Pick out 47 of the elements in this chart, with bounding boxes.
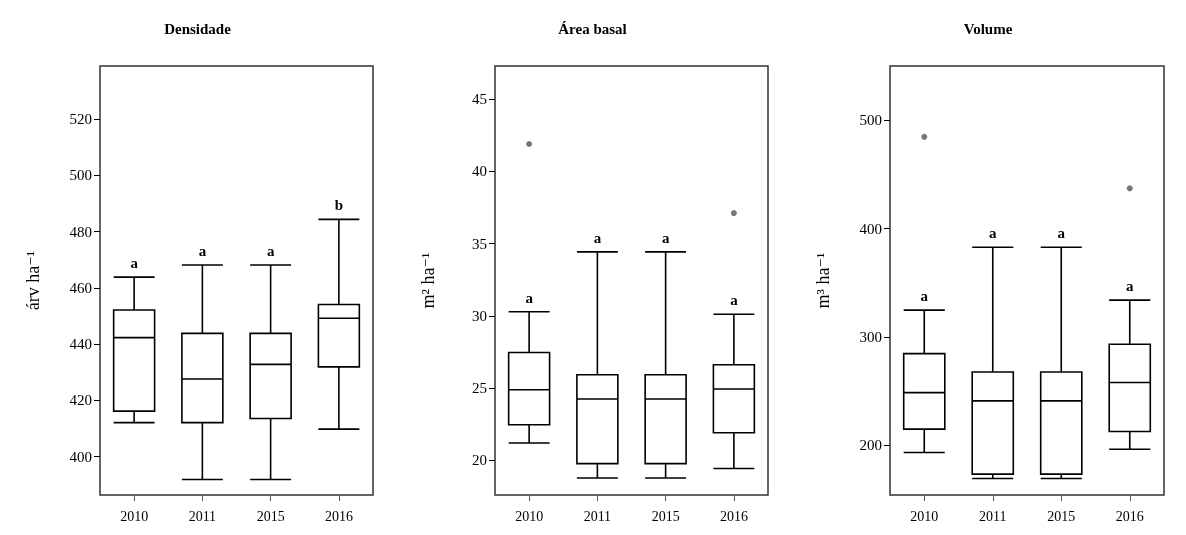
- y-axis-title: árv ha⁻¹: [23, 250, 43, 311]
- y-tick-label: 400: [859, 220, 882, 237]
- annotation: a: [920, 288, 929, 305]
- y-tick-label: 460: [69, 279, 92, 296]
- annotation: a: [525, 289, 534, 306]
- x-tick-label: 2011: [583, 508, 612, 524]
- y-tick-label: 300: [859, 328, 882, 345]
- y-axis-title: m² ha⁻¹: [418, 252, 438, 309]
- annotation: a: [661, 229, 670, 246]
- chart-title: Área basal: [558, 20, 627, 37]
- y-tick-label: 35: [472, 235, 487, 252]
- y-tick-label: 45: [472, 91, 487, 108]
- chart-title: Densidade: [164, 20, 232, 37]
- annotation: a: [593, 229, 602, 246]
- chart-title: Volume: [963, 20, 1013, 37]
- x-tick-label: 2015: [256, 508, 285, 524]
- annotation: a: [130, 255, 139, 272]
- x-tick-label: 2015: [651, 508, 680, 524]
- annotation: a: [989, 225, 997, 242]
- y-tick-label: 200: [859, 437, 882, 454]
- x-tick-label: 2016: [719, 508, 748, 524]
- y-tick-label: 400: [69, 448, 92, 465]
- annotation: a: [266, 243, 275, 260]
- x-tick-label: 2011: [979, 508, 1007, 524]
- x-tick-label: 2010: [910, 508, 939, 524]
- x-tick-label: 2015: [1047, 508, 1076, 524]
- annotation: a: [198, 243, 207, 260]
- y-tick-label: 520: [69, 110, 92, 127]
- x-tick-label: 2016: [1115, 508, 1144, 524]
- x-tick-label: 2010: [515, 508, 544, 524]
- y-tick-label: 500: [69, 167, 92, 184]
- x-tick-label: 2011: [188, 508, 217, 524]
- y-tick-label: 25: [472, 380, 487, 397]
- y-tick-label: 480: [69, 223, 92, 240]
- y-tick-label: 500: [859, 112, 882, 129]
- x-tick-label: 2016: [324, 508, 353, 524]
- annotation: b: [334, 197, 344, 214]
- y-tick-label: 30: [472, 307, 487, 324]
- y-tick-label: 20: [472, 452, 487, 469]
- y-tick-label: 420: [69, 392, 92, 409]
- x-tick-label: 2010: [120, 508, 149, 524]
- annotation: a: [1126, 278, 1134, 295]
- y-tick-label: 40: [472, 163, 487, 180]
- y-tick-label: 440: [69, 336, 92, 353]
- y-axis-title: m³ ha⁻¹: [813, 252, 833, 309]
- annotation: a: [1057, 225, 1066, 242]
- annotation: a: [730, 292, 739, 309]
